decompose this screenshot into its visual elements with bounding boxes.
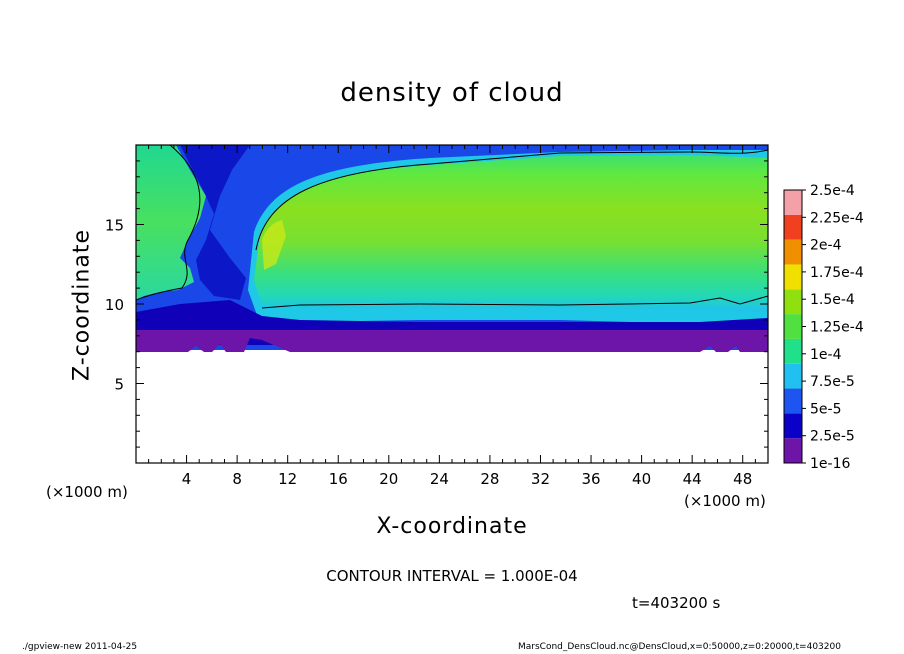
x-tick-label: 24: [430, 470, 449, 488]
colorbar-label: 2.25e-4: [810, 210, 864, 226]
y-tick-label: 15: [105, 217, 124, 235]
colorbar-swatch: [784, 214, 802, 240]
density-field: [136, 145, 768, 352]
colorbar-swatch: [784, 239, 802, 265]
contour-interval-label: CONTOUR INTERVAL = 1.000E-04: [326, 567, 578, 585]
y-tick-labels: 5 10 15: [105, 217, 124, 394]
contour-lines: [136, 145, 768, 309]
colorbar-swatch: [784, 363, 802, 389]
tick-marks: [136, 145, 768, 463]
x-axis-label: X-coordinate: [376, 514, 528, 539]
x-tick-label: 48: [733, 470, 752, 488]
colorbar-swatch: [784, 314, 802, 339]
contour-cloud-base: [261, 295, 768, 309]
x-tick-label: 4: [182, 470, 192, 488]
x-tick-label: 28: [480, 470, 499, 488]
colorbar-label: 7.5e-5: [810, 374, 855, 390]
footer-left: ./gpview-new 2011-04-25: [22, 642, 138, 652]
colorbar-swatch: [784, 190, 802, 215]
colorbar-label: 1.75e-4: [810, 265, 864, 281]
colorbar-label: 2.5e-4: [810, 183, 855, 199]
field-main-cloud: [254, 155, 768, 312]
colorbar-swatch: [784, 264, 802, 290]
field-dark-channel: [180, 145, 250, 300]
field-purple-layer: [136, 330, 768, 352]
x-tick-label: 44: [683, 470, 702, 488]
colorbar-label: 1e-16: [810, 456, 850, 472]
colorbar-label: 1.5e-4: [810, 292, 855, 308]
colorbar-label: 1.25e-4: [810, 320, 864, 336]
time-label: t=403200 s: [632, 594, 721, 612]
x-tick-label: 16: [329, 470, 348, 488]
field-left-plume: [136, 145, 206, 300]
colorbar-label: 1e-4: [810, 347, 842, 363]
y-axis-label: Z-coordinate: [69, 229, 95, 381]
x-tick-label: 12: [278, 470, 297, 488]
colorbar-swatch: [784, 438, 802, 463]
footer-right: MarsCond_DensCloud.nc@DensCloud,x=0:5000…: [518, 642, 841, 652]
x-tick-label: 40: [632, 470, 651, 488]
x-unit-left: (×1000 m): [46, 483, 128, 501]
colorbar-swatch: [784, 289, 802, 315]
x-tick-label: 8: [232, 470, 242, 488]
colorbar-label: 2e-4: [810, 238, 842, 254]
contour-top: [136, 145, 201, 301]
colorbar-swatch: [784, 338, 802, 364]
colorbar-label: 5e-5: [810, 401, 841, 417]
colorbar-swatch: [784, 413, 802, 439]
colorbar-swatch: [784, 388, 802, 414]
x-tick-labels: 4 8 12 16 20 24 28 32 36 40 44 48: [182, 470, 752, 488]
field-cloud-peak: [262, 220, 286, 270]
x-tick-label: 20: [379, 470, 398, 488]
y-tick-label: 5: [114, 376, 124, 394]
colorbar-label: 2.5e-5: [810, 429, 855, 445]
x-tick-label: 32: [531, 470, 550, 488]
x-tick-label: 36: [581, 470, 600, 488]
colorbar: 1e-16 2.5e-5 5e-5 7.5e-5 1e-4 1.25e-4 1.5e-4 1.…: [783, 183, 864, 472]
contour-cloud: [255, 149, 768, 251]
x-unit-right: (×1000 m): [684, 492, 766, 510]
chart-title: density of cloud: [340, 78, 564, 108]
y-tick-label: 10: [105, 296, 124, 314]
